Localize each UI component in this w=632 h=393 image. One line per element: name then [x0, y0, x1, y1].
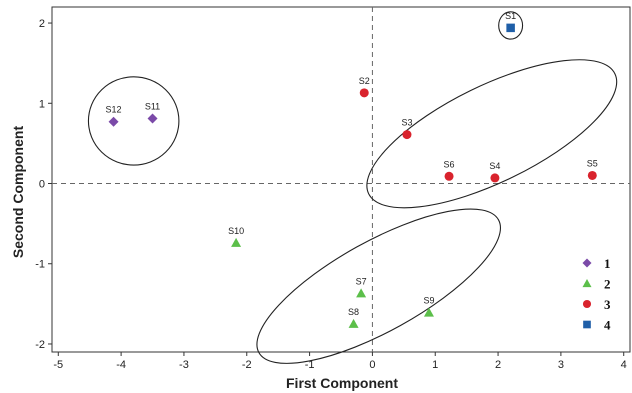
point-label-s1: S1	[505, 11, 516, 21]
x-tick-label: 0	[369, 359, 375, 371]
point-label-s12: S12	[106, 105, 122, 115]
point-label-s9: S9	[423, 296, 434, 306]
legend-marker-4	[583, 320, 591, 329]
legend-label-3: 3	[604, 297, 611, 312]
data-point-s9	[423, 307, 434, 317]
cluster-ellipse	[366, 59, 618, 209]
data-point-s4	[490, 173, 500, 183]
data-point-s8	[348, 318, 359, 328]
legend-label-4: 4	[604, 318, 611, 333]
y-tick-label: 2	[39, 18, 45, 30]
x-tick-label: 3	[558, 359, 564, 371]
point-label-s3: S3	[401, 118, 412, 128]
point-label-s11: S11	[145, 102, 160, 112]
data-point-s5	[587, 170, 597, 180]
data-point-s12	[108, 116, 119, 127]
point-label-s2: S2	[359, 76, 370, 86]
y-tick-label: -2	[35, 339, 45, 351]
x-tick-label: -1	[305, 359, 315, 371]
y-tick-label: 1	[39, 98, 45, 110]
data-point-s11	[147, 113, 158, 124]
cluster-ellipse	[256, 208, 501, 364]
data-point-s1	[506, 23, 515, 33]
data-point-s10	[231, 237, 242, 247]
legend-label-2: 2	[604, 277, 611, 292]
x-tick-label: -5	[53, 359, 63, 371]
legend-label-1: 1	[604, 256, 611, 271]
point-label-s7: S7	[356, 276, 367, 286]
data-point-s7	[356, 288, 367, 298]
data-point-s3	[402, 130, 412, 140]
x-tick-label: 1	[432, 359, 438, 371]
x-tick-label: -2	[242, 359, 252, 371]
x-tick-label: -4	[116, 359, 126, 371]
y-tick-label: -1	[35, 259, 45, 271]
legend-marker-1	[582, 258, 592, 268]
point-label-s6: S6	[444, 159, 455, 169]
cluster-ellipse	[87, 76, 180, 166]
legend-marker-3	[582, 299, 592, 309]
point-label-s4: S4	[489, 161, 500, 171]
x-axis-title: First Component	[286, 375, 398, 391]
x-tick-label: -3	[179, 359, 189, 371]
legend-marker-2	[582, 279, 592, 288]
data-point-s2	[359, 88, 369, 98]
x-tick-label: 4	[621, 359, 627, 371]
point-label-s8: S8	[348, 307, 359, 317]
cluster-ellipse	[498, 11, 524, 40]
plot-frame	[51, 6, 631, 353]
y-tick-label: 0	[39, 179, 45, 191]
point-label-s10: S10	[228, 226, 244, 236]
point-label-s5: S5	[587, 158, 598, 168]
data-point-s6	[444, 171, 454, 181]
y-axis-title: Second Component	[10, 126, 26, 259]
x-tick-label: 2	[495, 359, 501, 371]
